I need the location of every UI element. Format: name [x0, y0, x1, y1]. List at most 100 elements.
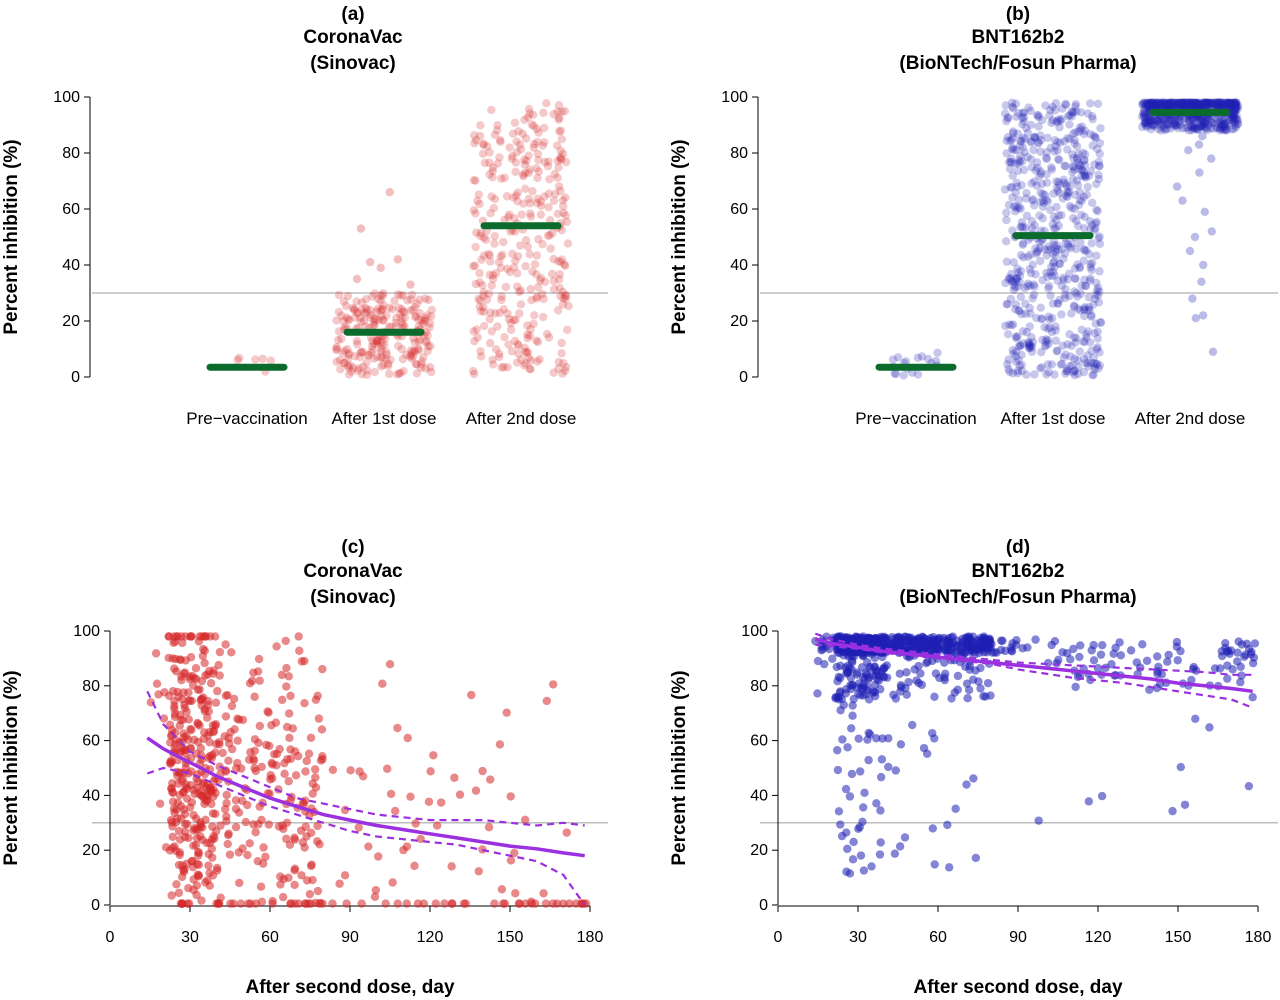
data-point — [193, 720, 203, 729]
data-point — [328, 765, 338, 775]
data-point — [1030, 282, 1039, 291]
data-point — [1186, 99, 1196, 108]
y-tick-label: 40 — [730, 257, 748, 274]
data-point — [1007, 183, 1016, 192]
data-point — [1091, 224, 1100, 233]
data-point — [383, 359, 393, 368]
data-point — [1092, 179, 1101, 189]
data-point — [1016, 292, 1026, 302]
data-point — [1071, 128, 1080, 137]
data-point — [1070, 204, 1079, 214]
data-point — [490, 130, 500, 140]
data-point — [243, 850, 252, 860]
data-point — [398, 354, 408, 364]
data-point — [335, 879, 344, 888]
data-point — [1144, 116, 1153, 125]
data-point — [509, 315, 518, 325]
data-point — [415, 335, 425, 344]
data-point — [1054, 155, 1064, 165]
data-point — [269, 749, 279, 759]
data-point — [893, 353, 903, 362]
data-point — [1019, 108, 1029, 117]
data-point — [1194, 98, 1203, 107]
data-point — [543, 231, 553, 240]
data-point — [1051, 105, 1060, 115]
data-point — [245, 679, 255, 688]
data-point — [891, 766, 900, 775]
data-point — [843, 844, 852, 854]
data-point — [1063, 189, 1073, 198]
data-point — [1224, 98, 1234, 108]
data-point — [1175, 120, 1185, 130]
data-point — [1167, 98, 1176, 107]
data-point — [1168, 806, 1177, 816]
data-point — [1083, 182, 1092, 192]
data-point — [366, 310, 376, 320]
data-point — [1111, 643, 1120, 652]
data-point — [379, 300, 388, 310]
data-point — [560, 261, 570, 271]
data-point — [476, 352, 486, 361]
data-point — [1013, 204, 1022, 213]
data-point — [411, 312, 420, 322]
data-point — [1203, 100, 1212, 109]
data-point — [1165, 98, 1174, 108]
data-point — [1068, 361, 1077, 370]
data-point — [286, 745, 295, 754]
data-point — [1225, 115, 1234, 125]
data-point — [1083, 351, 1092, 360]
data-point — [1094, 283, 1103, 292]
data-point — [532, 294, 541, 303]
data-point — [1092, 251, 1101, 260]
data-point — [368, 345, 377, 354]
data-point — [896, 740, 906, 749]
data-point — [515, 140, 525, 149]
data-point — [1230, 118, 1240, 127]
data-point — [507, 347, 517, 356]
data-point — [553, 156, 563, 166]
data-point — [1156, 126, 1166, 135]
data-point — [1034, 122, 1043, 131]
data-point — [357, 305, 367, 314]
data-point — [1011, 332, 1021, 341]
data-point — [1246, 650, 1256, 659]
data-point — [1051, 99, 1061, 108]
data-point — [277, 670, 287, 680]
data-point — [394, 303, 403, 313]
data-point — [1143, 98, 1152, 107]
data-point — [1092, 278, 1101, 288]
data-point — [1078, 148, 1088, 157]
data-point — [353, 366, 362, 375]
data-point — [1008, 134, 1017, 143]
data-point — [532, 251, 542, 260]
data-point — [238, 796, 247, 806]
data-point — [410, 347, 420, 357]
data-point — [895, 669, 904, 678]
data-point — [541, 899, 551, 908]
data-point — [1030, 177, 1039, 186]
data-point — [1054, 154, 1063, 164]
data-point — [1095, 138, 1105, 148]
data-point — [1173, 123, 1183, 133]
data-point — [525, 364, 535, 374]
data-point — [427, 305, 436, 315]
data-point — [486, 308, 495, 317]
data-point — [486, 775, 495, 784]
data-point — [1057, 245, 1066, 254]
data-point — [998, 636, 1007, 646]
data-point — [1075, 195, 1085, 205]
data-point — [1008, 369, 1018, 378]
data-point — [188, 681, 198, 690]
data-point — [1233, 115, 1242, 124]
data-point — [1063, 187, 1072, 196]
data-point — [1073, 292, 1082, 301]
data-point — [1050, 271, 1059, 280]
data-point — [290, 833, 299, 842]
data-point — [1231, 100, 1240, 109]
data-point — [554, 357, 564, 367]
data-point — [410, 302, 420, 312]
data-point — [477, 255, 486, 264]
data-point — [1169, 98, 1178, 107]
data-point — [254, 654, 264, 664]
data-point — [363, 366, 372, 375]
